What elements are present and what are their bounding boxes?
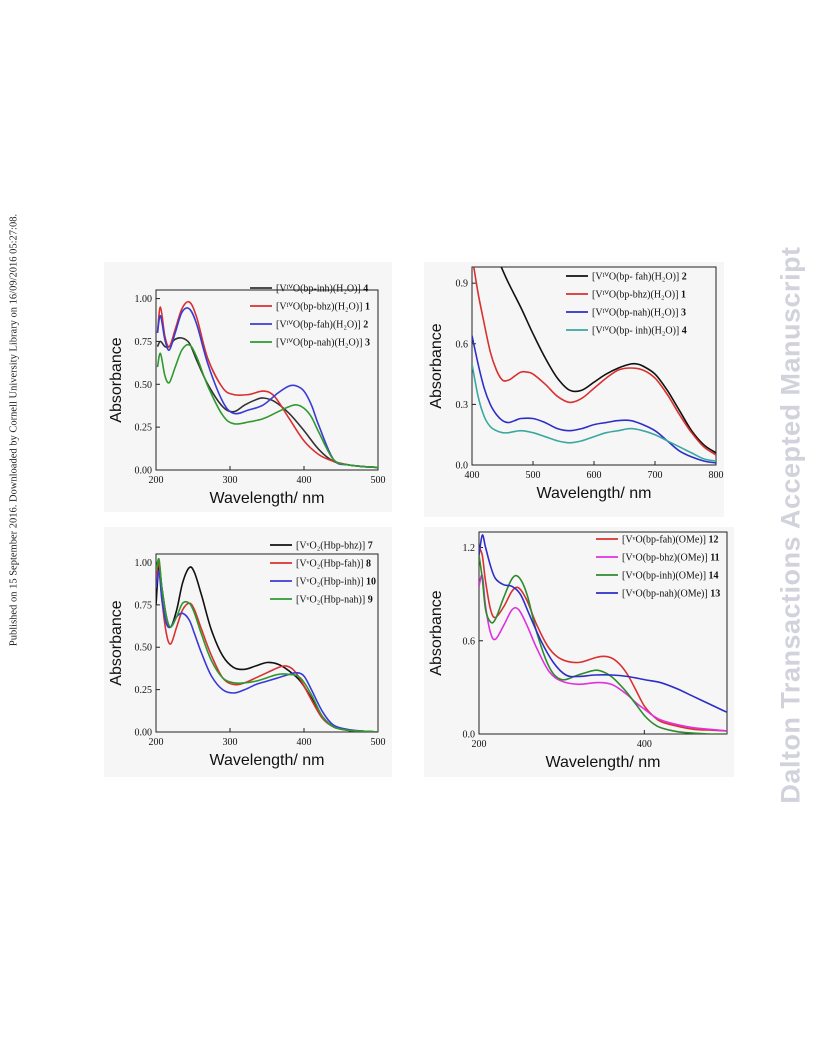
chart-a: 200 300 400 500 0.00 0.25 0.50 0.75 1.00 Waveleng…: [108, 284, 386, 508]
series-line-4: [479, 534, 727, 713]
legend-label: [VᵛO₂(Hbp-inh)] 10: [296, 577, 376, 588]
series-line-3: [472, 335, 716, 464]
y-tick-label: 0.50: [135, 643, 153, 654]
x-axis-title: Wavelength/ nm: [209, 490, 324, 507]
chart-c: 200 300 400 500 0.00 0.25 0.50 0.75 1.00 Waveleng…: [108, 541, 386, 770]
x-axis-title: Wavelength/ nm: [209, 752, 324, 769]
plot-frame: [155, 553, 379, 733]
series-line-4: [472, 363, 716, 462]
x-tick-label: 700: [648, 470, 663, 481]
series-line-2: [156, 561, 378, 732]
x-tick-label: 500: [371, 737, 386, 748]
chart-panel-d: 200 400 0.0 0.6 1.2 Wavelength/ nm Absorbance […: [424, 527, 734, 777]
chart-b: 400 500 600 700 800 0.0 0.3 0.6 0.9 Wavelength/ n…: [428, 266, 724, 502]
legend-label: [VᵛO(bp-inh)(OMe)] 14: [622, 571, 719, 582]
chart-panel-b: 400 500 600 700 800 0.0 0.3 0.6 0.9 Wavelength/ n…: [424, 262, 724, 517]
plot-frame: [478, 531, 728, 735]
x-tick-label: 500: [526, 470, 541, 481]
y-tick-label: 0.50: [135, 380, 153, 391]
x-tick-label: 800: [709, 470, 724, 481]
plot-frame: [155, 289, 379, 471]
y-tick-label: 0.25: [135, 423, 153, 434]
chart-panel-a: 200 300 400 500 0.00 0.25 0.50 0.75 1.00 Waveleng…: [104, 262, 392, 512]
legend-label: [VᴵⱽO(bp-nah)(H₂O)] 3: [592, 308, 686, 319]
series-line-1: [156, 564, 378, 732]
y-tick-label: 0.6: [456, 339, 469, 350]
legend-label: [VᴵⱽO(bp-bhz)(H₂O)] 1: [592, 290, 686, 301]
y-tick-label: 1.00: [135, 558, 153, 569]
legend-label: [VᴵⱽO(bp-nah)(H₂O)] 3: [276, 338, 370, 349]
y-tick-label: 1.2: [463, 543, 476, 554]
series-line-4: [156, 557, 378, 732]
x-tick-label: 500: [371, 475, 386, 486]
series-line-3: [479, 555, 727, 734]
x-tick-label: 200: [149, 475, 164, 486]
x-axis-title: Wavelength/ nm: [536, 485, 651, 502]
legend-label: [VᴵⱽO(bp-bhz)(H₂O)] 1: [276, 302, 370, 313]
y-axis-title: Absorbance: [428, 323, 445, 408]
legend-label: [VᵛO(bp-nah)(OMe)] 13: [622, 589, 720, 600]
legend-label: [VᵛO₂(Hbp-bhz)] 7: [296, 541, 373, 552]
series-line-3: [156, 307, 378, 469]
legend-label: [VᴵⱽO(bp-fah)(H₂O)] 2: [276, 320, 368, 331]
x-tick-label: 400: [297, 737, 312, 748]
x-tick-label: 200: [149, 737, 164, 748]
series-line-2: [473, 267, 716, 456]
y-tick-label: 0.00: [135, 728, 153, 739]
y-tick-label: 0.0: [463, 730, 476, 741]
y-tick-label: 0.3: [456, 400, 469, 411]
y-axis-title: Absorbance: [108, 600, 125, 685]
legend-label: [VᴵⱽO(bp- fah)(H₂O)] 2: [592, 272, 687, 283]
y-tick-label: 0.9: [456, 279, 469, 290]
watermark-text: Dalton Transactions Accepted Manuscript: [775, 246, 806, 804]
y-tick-label: 0.75: [135, 600, 153, 611]
y-tick-label: 0.25: [135, 685, 153, 696]
y-tick-label: 1.00: [135, 294, 153, 305]
x-tick-label: 300: [223, 737, 238, 748]
y-tick-label: 0.00: [135, 466, 153, 477]
x-tick-label: 400: [465, 470, 480, 481]
x-tick-label: 400: [637, 739, 652, 750]
legend-label: [VᵛO₂(Hbp-fah)] 8: [296, 559, 371, 570]
y-tick-label: 0.6: [463, 636, 476, 647]
x-axis-title: Wavelength/ nm: [545, 754, 660, 771]
x-tick-label: 200: [472, 739, 487, 750]
publication-margin-note: Published on 15 September 2016. Download…: [0, 0, 30, 1056]
series-line-1: [500, 267, 716, 454]
x-tick-label: 300: [223, 475, 238, 486]
series-line-4: [156, 343, 378, 469]
legend-label: [VᴵⱽO(bp- inh)(H₂O)] 4: [592, 326, 687, 337]
legend-label: [VᵛO(bp-fah)(OMe)] 12: [622, 535, 719, 546]
x-tick-label: 400: [297, 475, 312, 486]
y-axis-title: Absorbance: [428, 590, 445, 675]
chart-panel-c: 200 300 400 500 0.00 0.25 0.50 0.75 1.00 Waveleng…: [104, 527, 392, 777]
series-line-2: [479, 574, 727, 732]
y-axis-title: Absorbance: [108, 337, 125, 422]
legend-label: [VᵛO(bp-bhz)(OMe)] 11: [622, 553, 720, 564]
y-tick-label: 0.0: [456, 461, 469, 472]
chart-d: 200 400 0.0 0.6 1.2 Wavelength/ nm Absorbance […: [428, 531, 728, 771]
x-tick-label: 600: [587, 470, 602, 481]
series-line-2: [156, 300, 378, 469]
legend-label: [VᴵⱽO(bp-inh)(H₂O)] 4: [276, 284, 368, 295]
legend-label: [VᵛO₂(Hbp-nah)] 9: [296, 595, 373, 606]
accepted-manuscript-watermark: Dalton Transactions Accepted Manuscript: [766, 0, 816, 1056]
y-tick-label: 0.75: [135, 337, 153, 348]
margin-note-text: Published on 15 September 2016. Download…: [8, 213, 20, 647]
